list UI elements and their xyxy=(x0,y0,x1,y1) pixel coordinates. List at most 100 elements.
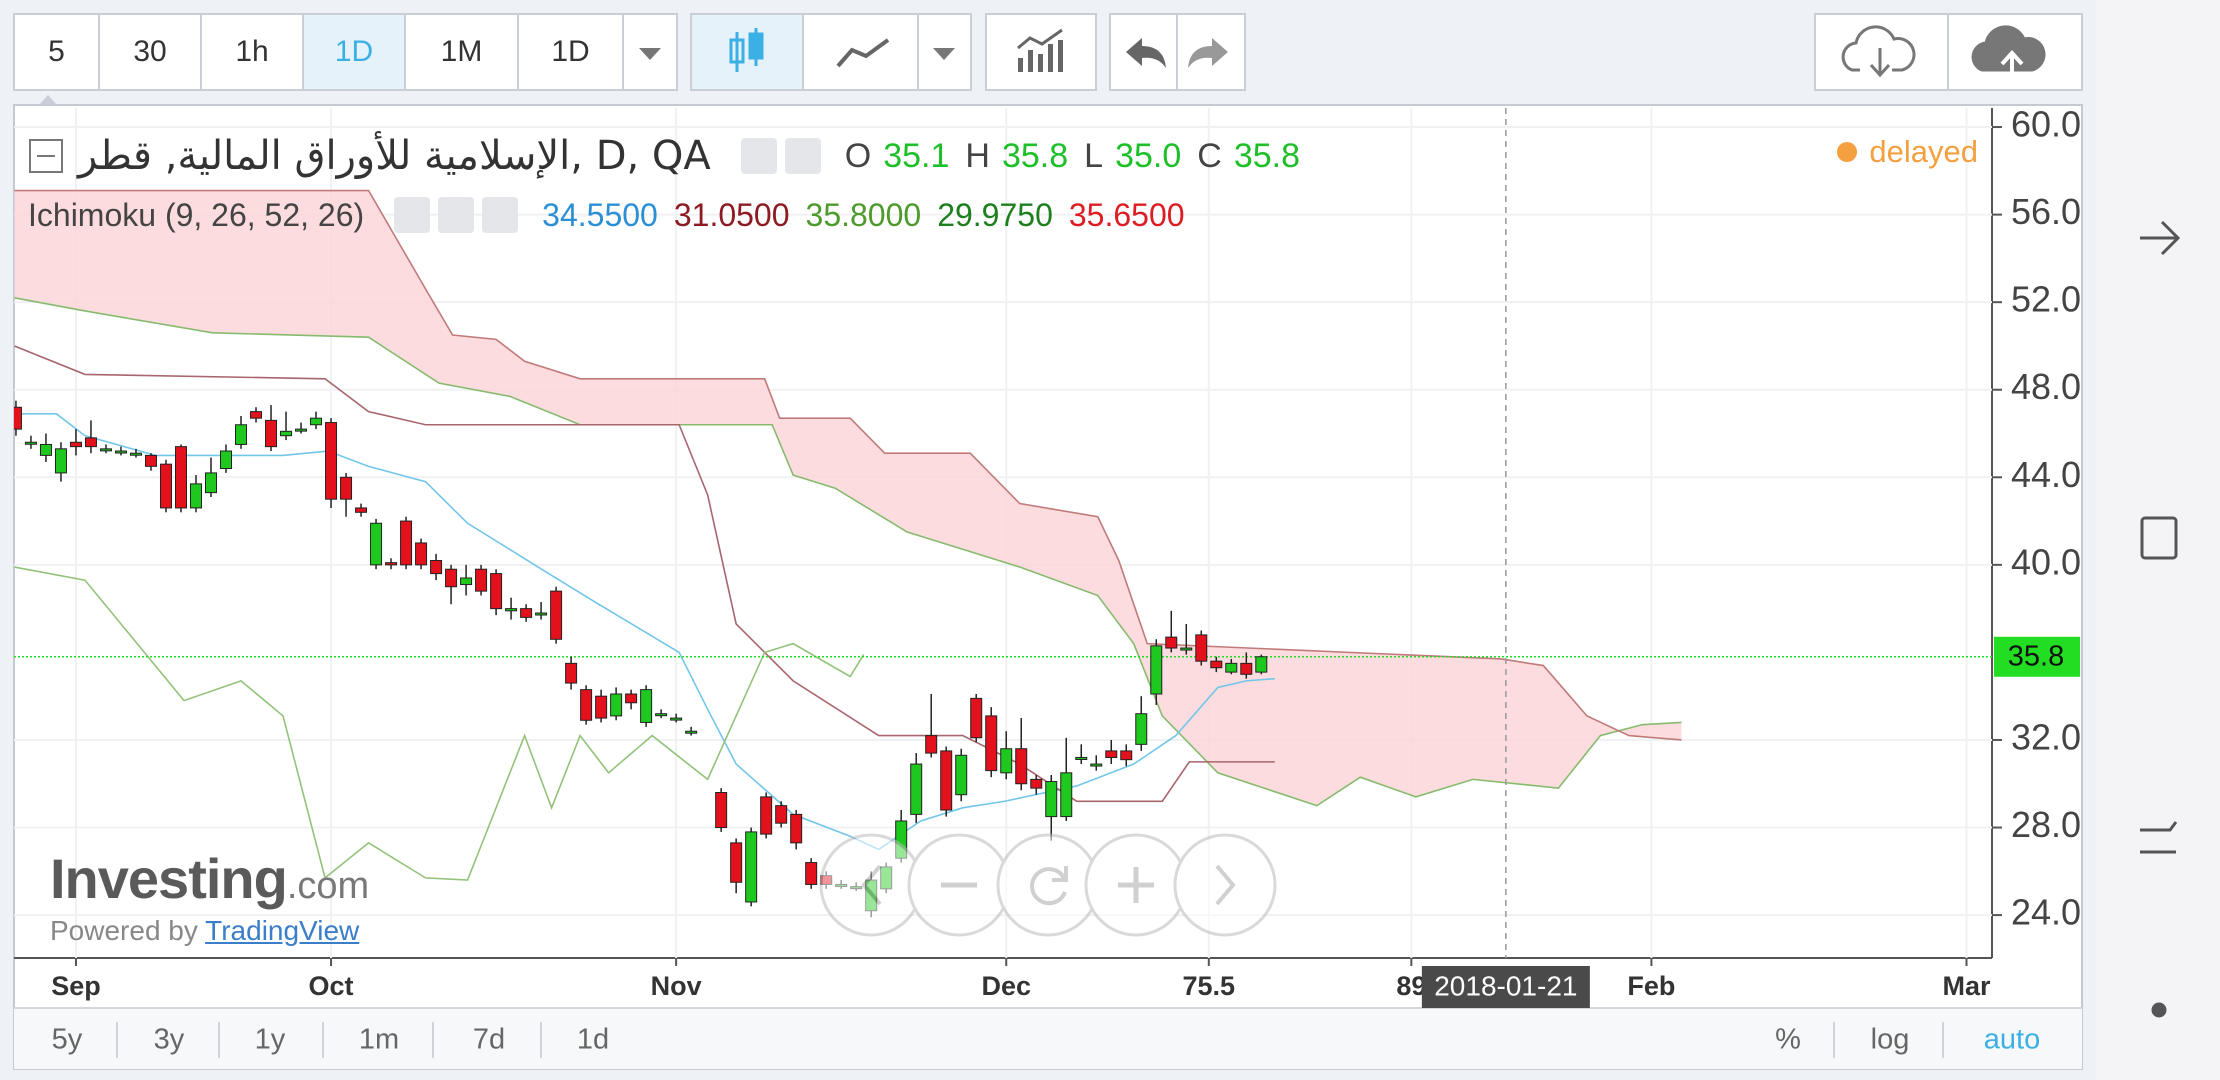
candle-body xyxy=(355,507,368,513)
candle-body xyxy=(144,454,157,467)
candle-body xyxy=(520,608,533,618)
candle-body xyxy=(940,750,953,811)
eye-icon[interactable] xyxy=(740,138,777,174)
candle-body xyxy=(370,522,383,566)
nav-back[interactable] xyxy=(2140,821,2178,854)
nav-dot[interactable] xyxy=(2151,1002,2167,1018)
cloud-fill xyxy=(14,190,1682,806)
nav-forward[interactable] xyxy=(2140,220,2181,256)
undo-button[interactable] xyxy=(1126,38,1166,68)
interval-button[interactable]: 1h xyxy=(235,35,268,68)
collapse-icon[interactable] xyxy=(28,138,64,174)
candle-body xyxy=(670,717,683,721)
watermark: Investing.com Powered by TradingView xyxy=(50,846,369,947)
range-button[interactable]: 1m xyxy=(359,1024,399,1056)
remove-icon[interactable] xyxy=(482,197,519,233)
reset[interactable] xyxy=(996,833,1100,937)
candle-body xyxy=(54,448,67,474)
candle-body xyxy=(310,417,323,426)
icon xyxy=(861,864,882,906)
ohlc-value: 35.1 xyxy=(883,136,950,175)
range-button[interactable]: 1d xyxy=(577,1024,609,1056)
interval-button[interactable]: 1D xyxy=(335,35,373,68)
range-button[interactable]: 1y xyxy=(255,1024,286,1056)
candle-body xyxy=(715,792,728,829)
icon xyxy=(1118,867,1154,903)
scroll-left[interactable] xyxy=(819,833,923,937)
scale-option[interactable]: log xyxy=(1871,1024,1910,1056)
scale-option[interactable]: auto xyxy=(1984,1024,2040,1056)
grid xyxy=(14,108,1992,958)
candle-body xyxy=(760,796,773,835)
ohlc-value: 35.0 xyxy=(1115,136,1182,175)
candle-body xyxy=(1030,778,1043,789)
y-tick-label: 32.0 xyxy=(2011,716,2081,757)
candle-body xyxy=(190,483,203,509)
candle-body xyxy=(295,428,308,432)
candle-icon xyxy=(729,28,764,72)
status-text: delayed xyxy=(1869,134,1978,169)
candle-body xyxy=(220,450,233,470)
candle-body xyxy=(24,441,37,445)
x-tick-label: Sep xyxy=(51,971,101,1001)
candle-body xyxy=(129,452,142,456)
range-button[interactable]: 5y xyxy=(52,1024,83,1056)
y-tick-label: 28.0 xyxy=(2011,804,2081,845)
save-button[interactable] xyxy=(1971,25,2046,72)
candle-body xyxy=(205,472,218,494)
status-dot xyxy=(1837,142,1858,162)
interval-button[interactable]: 1D xyxy=(551,35,589,68)
redo-button[interactable] xyxy=(1188,38,1228,68)
ohlc-key: C xyxy=(1197,136,1222,175)
settings-icon[interactable] xyxy=(784,138,821,174)
interval-button[interactable]: 30 xyxy=(133,35,166,68)
candle-body xyxy=(475,568,488,592)
candle-body xyxy=(69,441,82,448)
ohlc-key: O xyxy=(844,136,872,175)
line-icon[interactable] xyxy=(836,38,890,68)
eye-icon[interactable] xyxy=(394,197,431,233)
indicator-value: 29.9750 xyxy=(937,196,1053,233)
indicator-value: 34.5500 xyxy=(542,196,658,233)
last-price-label: 35.8 xyxy=(2008,640,2064,672)
load-arrow xyxy=(1869,48,1891,78)
candle-body xyxy=(460,577,473,586)
dropdown[interactable] xyxy=(933,48,955,60)
x-tick-label: Feb xyxy=(1627,971,1675,1001)
range-button[interactable]: 7d xyxy=(473,1024,505,1056)
candle-body xyxy=(1045,781,1058,818)
interval-button[interactable]: 5 xyxy=(48,35,65,68)
candle-body xyxy=(1225,662,1238,673)
candle-body xyxy=(415,542,428,566)
dropdown[interactable] xyxy=(639,48,661,60)
scale-option[interactable]: % xyxy=(1775,1024,1801,1056)
candle-body xyxy=(1255,656,1268,673)
interval-group: 5 30 1h 1D 1M 1D xyxy=(13,13,678,91)
range-button[interactable]: 3y xyxy=(154,1024,185,1056)
indicators-button[interactable] xyxy=(985,13,1097,91)
candle-body xyxy=(1075,756,1088,760)
x-tick-label: Mar xyxy=(1942,971,1991,1001)
provider-link[interactable]: TradingView xyxy=(205,915,360,946)
series xyxy=(14,108,1992,958)
load-button[interactable] xyxy=(1841,25,1916,72)
indicators-icon xyxy=(1017,28,1063,72)
candle-body xyxy=(685,730,698,734)
interval-button[interactable]: 1M xyxy=(441,35,483,68)
candle-body xyxy=(925,735,938,754)
candle-button[interactable] xyxy=(692,15,803,89)
candle-body xyxy=(1000,748,1013,774)
settings-icon[interactable] xyxy=(438,197,475,233)
powered-by: Powered by xyxy=(50,915,198,946)
zoom-controls xyxy=(819,833,1277,937)
candle-body xyxy=(325,422,338,500)
candle-body xyxy=(174,446,187,509)
nav-recents[interactable] xyxy=(2140,516,2178,560)
candle-body xyxy=(1210,660,1223,669)
scroll-right[interactable] xyxy=(1173,833,1277,937)
candle-body xyxy=(1090,763,1103,767)
candle-body xyxy=(39,443,52,456)
candle-body xyxy=(250,411,263,419)
